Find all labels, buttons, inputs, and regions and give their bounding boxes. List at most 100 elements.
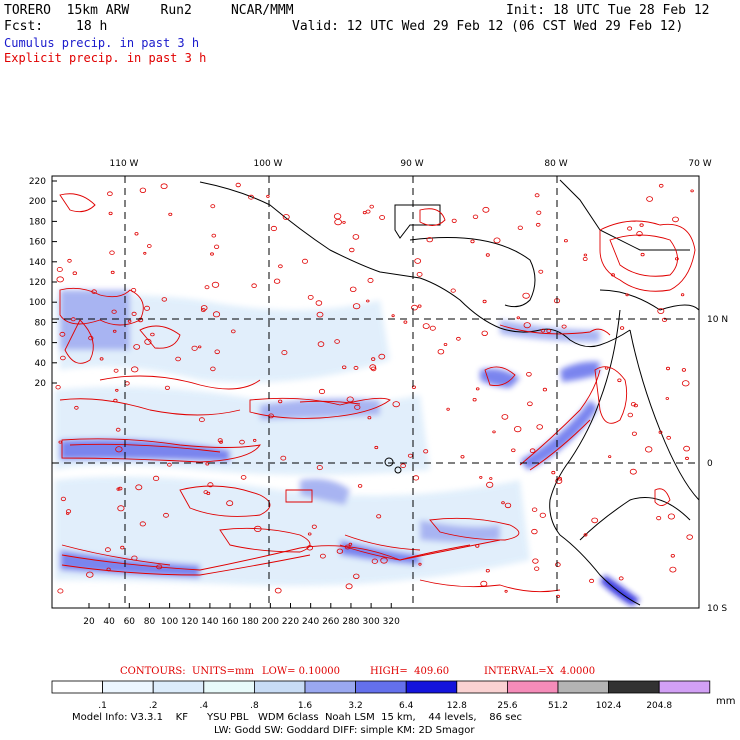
contour-cell [164,385,170,390]
x-tick-label: 80 [144,617,156,627]
contour-cell [105,547,111,553]
contour-cell [352,303,361,310]
contour-cell [197,345,202,349]
colorbar-label: 6.4 [399,701,414,711]
contour-cell [675,257,679,261]
contour-cell [411,385,416,389]
init-time: Init: 18 UTC Tue 28 Feb 12 [506,3,710,18]
contour-cell [504,589,508,593]
contour-high: HIGH= 409.60 [370,666,450,677]
contour-cell [411,304,418,311]
contour-cell [437,349,445,355]
contour-cell [319,553,326,559]
colorbar-label: .1 [98,701,107,711]
x-tick-label: 180 [242,617,259,627]
contour-cell [112,329,117,333]
contour-cell [144,338,152,345]
contour-cell [219,440,223,444]
x-tick-label: 160 [221,617,238,627]
x-grid-ticks: 20 40 60 80 100 120 140 160 180 200 220 240 260 280 30… [83,603,400,627]
contour-cell [211,281,220,288]
contour-cell [619,326,625,330]
colorbar-swatch [102,680,154,694]
latitude-label: 0 [707,459,713,469]
contour-cell [480,580,488,587]
contour-cell [200,308,206,313]
contour-cell [274,587,282,594]
colorbar-label: 12.8 [447,701,467,711]
contour-cell [370,366,377,372]
contour-cell [472,398,477,402]
model-info-line1: Model Info: V3.3.1 KF YSU PBL WDM 6class… [72,712,522,723]
contour-cell [198,417,205,423]
contour-cell [658,430,663,434]
forecast-hour: 18 h [76,19,108,34]
contour-cell [115,446,123,453]
contour-cell [516,316,520,320]
contour-cell [315,300,323,306]
colorbar-swatch [506,680,559,694]
contour-cell [546,328,552,333]
contour-cell [680,293,685,297]
contour-cell [551,470,556,475]
contour-cell [379,215,386,220]
longitude-labels: 110 W 100 W 90 W 80 W 70 W [110,159,712,169]
contour-cell [336,548,344,554]
contour-cell [429,325,436,331]
contour-cell [645,446,653,453]
contour-cell [139,187,147,193]
y-tick-label: 180 [29,217,46,227]
contour-label: CONTOURS: [120,666,186,677]
contour-cell [167,462,172,467]
x-tick-label: 20 [83,617,95,627]
contour-cell [391,314,395,318]
contour-cell [517,225,523,230]
contour-cell [685,456,689,460]
colorbar-swatch [658,680,711,694]
contour-cell [617,378,622,383]
contour-cell [307,532,312,536]
contour-cell [376,514,382,519]
contour-cell [281,350,288,356]
contour-cell [56,266,63,272]
contour-cell [479,475,483,479]
contour-cell [418,562,422,566]
latitude-labels: 10 N 0 10 S [707,315,728,614]
contour-cell [527,401,533,407]
contour-cell [231,329,236,334]
contour-cell [67,258,72,263]
contour-cell [346,396,354,403]
contour-cell [489,477,493,480]
forecast-label: Fcst: [4,19,44,34]
contour-cell [135,484,143,491]
contour-cell [342,365,347,370]
contour-cell [115,388,119,392]
contour-cell [493,237,501,244]
contour-cell [362,211,367,215]
contour-cell [278,264,283,269]
contour-cell [451,218,457,223]
colorbar-label: .4 [200,701,209,711]
contour-cell [534,566,540,571]
contour-cell [115,427,121,432]
contour-cell [501,501,505,505]
contour-cell [280,455,287,461]
contour-cell [532,558,539,564]
contour-cell [475,544,480,548]
contour-cell [681,380,690,387]
contour-cell [266,194,270,198]
contour-cell [111,309,117,314]
x-tick-label: 220 [282,617,299,627]
contour-cell [139,521,146,527]
contour-cell [318,388,326,395]
contour-cell [531,507,538,512]
contour-cell [371,558,378,564]
contour-cell [446,407,450,411]
explicit-field-title: Explicit precip. in past 3 h [4,51,207,65]
contour-cell [666,366,671,371]
contour-cell [252,438,257,442]
x-tick-label: 260 [322,617,339,627]
contour-cell [74,405,79,410]
y-tick-label: 160 [29,238,46,248]
contour-cell [317,341,325,347]
